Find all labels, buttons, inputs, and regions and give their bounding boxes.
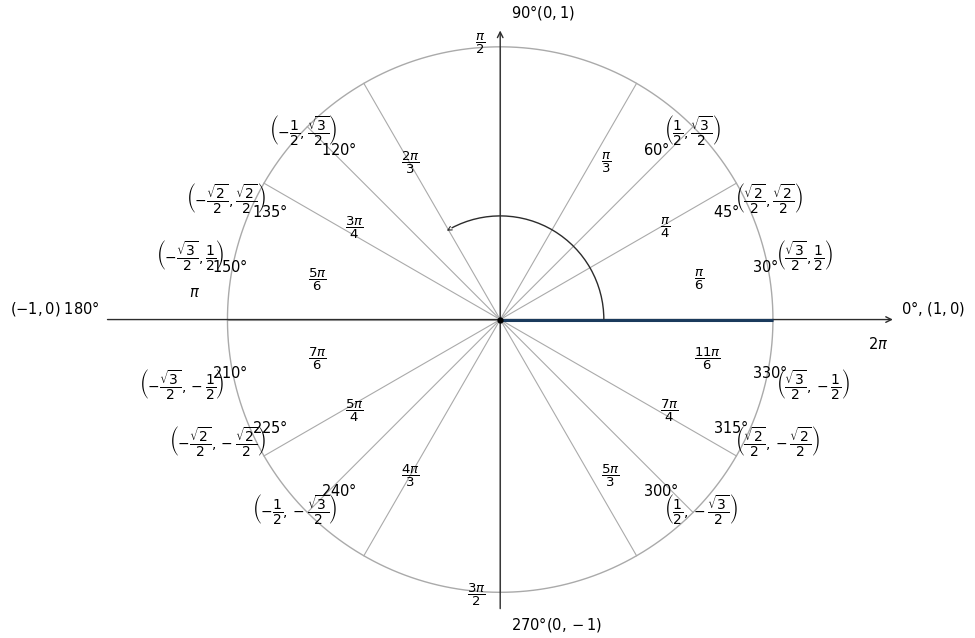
Text: $\left(-\dfrac{1}{2},-\dfrac{\sqrt{3}}{2}\right)$: $\left(-\dfrac{1}{2},-\dfrac{\sqrt{3}}{2… [253,492,338,526]
Text: $45°$: $45°$ [713,204,739,220]
Text: $\dfrac{\pi}{6}$: $\dfrac{\pi}{6}$ [694,268,704,292]
Text: $\dfrac{5\pi}{3}$: $\dfrac{5\pi}{3}$ [602,463,620,489]
Text: $\dfrac{3\pi}{2}$: $\dfrac{3\pi}{2}$ [467,582,486,608]
Text: $\left(\dfrac{1}{2},\dfrac{\sqrt{3}}{2}\right)$: $\left(\dfrac{1}{2},\dfrac{\sqrt{3}}{2}\… [664,113,721,147]
Text: $\dfrac{3\pi}{4}$: $\dfrac{3\pi}{4}$ [345,215,364,241]
Text: $315°$: $315°$ [713,419,749,436]
Text: $300°$: $300°$ [644,482,680,498]
Text: $\dfrac{\pi}{4}$: $\dfrac{\pi}{4}$ [660,216,670,241]
Text: $60°$: $60°$ [644,140,670,158]
Text: $\pi$: $\pi$ [189,285,200,300]
Text: $135°$: $135°$ [252,204,288,220]
Text: $\left(\dfrac{\sqrt{2}}{2},-\dfrac{\sqrt{2}}{2}\right)$: $\left(\dfrac{\sqrt{2}}{2},-\dfrac{\sqrt… [735,424,820,458]
Text: $\dfrac{5\pi}{6}$: $\dfrac{5\pi}{6}$ [308,267,327,293]
Text: $330°$: $330°$ [753,364,788,382]
Text: $\dfrac{4\pi}{3}$: $\dfrac{4\pi}{3}$ [401,463,419,489]
Text: $225°$: $225°$ [252,419,288,436]
Text: $(-1, 0)\;180°$: $(-1, 0)\;180°$ [10,299,99,318]
Text: $270°(0, -1)$: $270°(0, -1)$ [511,616,603,634]
Text: $\left(-\dfrac{\sqrt{3}}{2},\dfrac{1}{2}\right)$: $\left(-\dfrac{\sqrt{3}}{2},\dfrac{1}{2}… [156,239,224,272]
Text: $\left(-\dfrac{\sqrt{3}}{2},-\dfrac{1}{2}\right)$: $\left(-\dfrac{\sqrt{3}}{2},-\dfrac{1}{2… [139,367,224,401]
Text: $240°$: $240°$ [321,482,357,498]
Text: $\dfrac{\pi}{3}$: $\dfrac{\pi}{3}$ [602,151,611,175]
Text: $\dfrac{7\pi}{4}$: $\dfrac{7\pi}{4}$ [660,398,679,424]
Text: $0°$, $(1, 0)$: $0°$, $(1, 0)$ [901,299,965,318]
Text: $90°(0, 1)$: $90°(0, 1)$ [511,3,575,22]
Text: $150°$: $150°$ [213,258,248,275]
Text: $30°$: $30°$ [753,258,779,275]
Text: $2\pi$: $2\pi$ [869,336,888,352]
Text: $120°$: $120°$ [321,140,357,158]
Text: $\dfrac{11\pi}{6}$: $\dfrac{11\pi}{6}$ [694,346,721,372]
Text: $\left(\dfrac{\sqrt{2}}{2},\dfrac{\sqrt{2}}{2}\right)$: $\left(\dfrac{\sqrt{2}}{2},\dfrac{\sqrt{… [735,181,802,215]
Text: $\dfrac{2\pi}{3}$: $\dfrac{2\pi}{3}$ [401,150,419,176]
Text: $\left(\dfrac{\sqrt{3}}{2},-\dfrac{1}{2}\right)$: $\left(\dfrac{\sqrt{3}}{2},-\dfrac{1}{2}… [776,367,849,401]
Text: $\left(\dfrac{\sqrt{3}}{2},\dfrac{1}{2}\right)$: $\left(\dfrac{\sqrt{3}}{2},\dfrac{1}{2}\… [776,239,833,272]
Text: $\dfrac{\pi}{2}$: $\dfrac{\pi}{2}$ [475,32,486,56]
Text: $210°$: $210°$ [213,364,248,382]
Text: $\dfrac{7\pi}{6}$: $\dfrac{7\pi}{6}$ [308,346,327,372]
Text: $\dfrac{5\pi}{4}$: $\dfrac{5\pi}{4}$ [345,398,364,424]
Text: $\left(-\dfrac{\sqrt{2}}{2},-\dfrac{\sqrt{2}}{2}\right)$: $\left(-\dfrac{\sqrt{2}}{2},-\dfrac{\sqr… [169,424,265,458]
Text: $\left(-\dfrac{1}{2},\dfrac{\sqrt{3}}{2}\right)$: $\left(-\dfrac{1}{2},\dfrac{\sqrt{3}}{2}… [269,113,338,147]
Text: $\left(-\dfrac{\sqrt{2}}{2},\dfrac{\sqrt{2}}{2}\right)$: $\left(-\dfrac{\sqrt{2}}{2},\dfrac{\sqrt… [186,181,265,215]
Text: $\left(\dfrac{1}{2},-\dfrac{\sqrt{3}}{2}\right)$: $\left(\dfrac{1}{2},-\dfrac{\sqrt{3}}{2}… [664,492,738,526]
